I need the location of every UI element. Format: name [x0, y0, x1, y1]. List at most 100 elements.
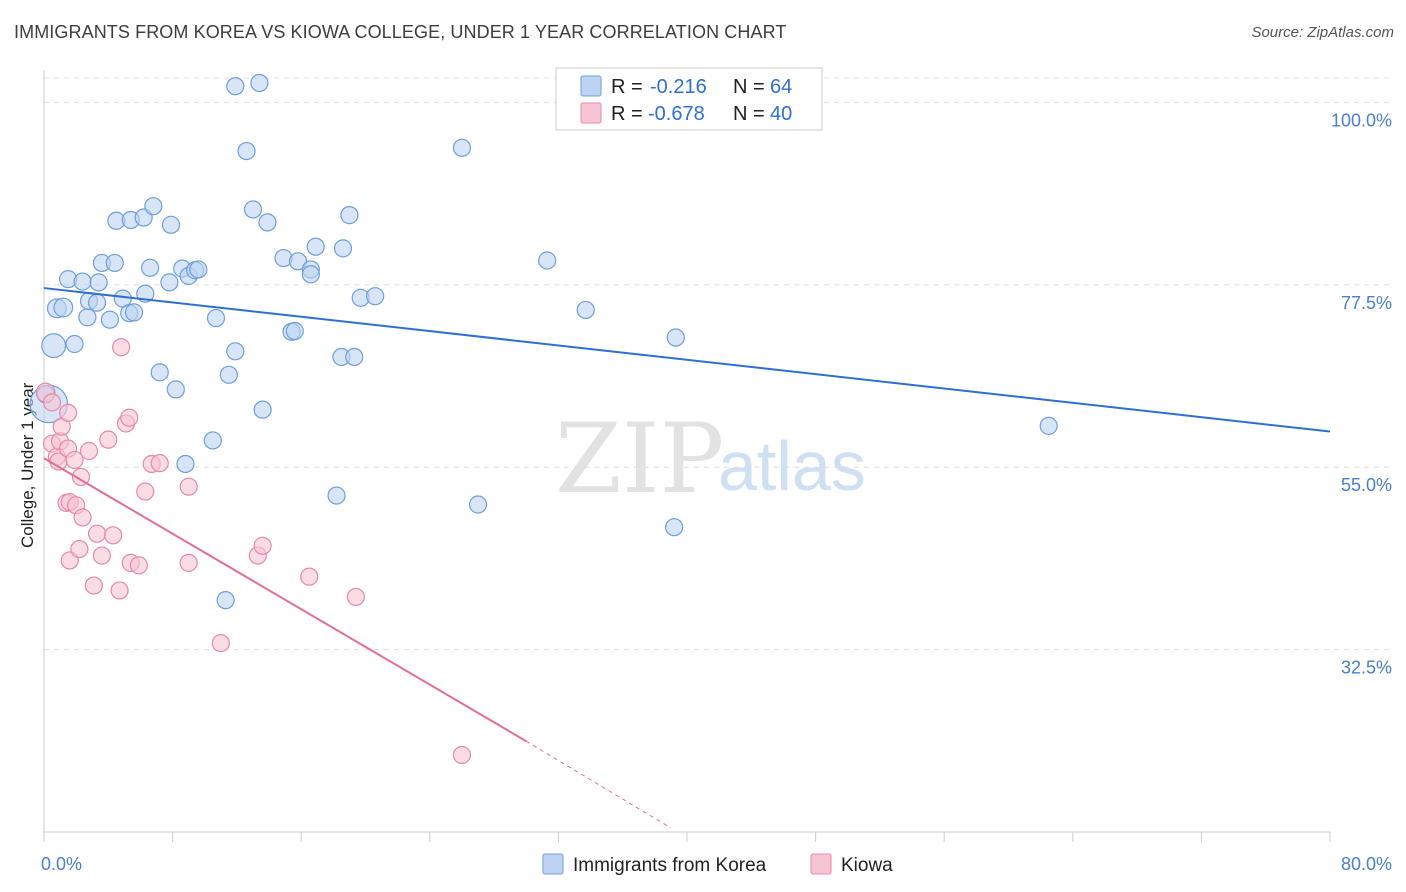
legend-n-label-kiowa: N =: [733, 103, 765, 125]
korea-point-24: [150, 363, 169, 382]
x-tick-label-end: 80.0%: [1341, 854, 1392, 874]
kiowa-point-19: [87, 524, 107, 543]
korea-point-43: [258, 213, 277, 232]
trend-line-kiowa-extension: [525, 740, 672, 829]
korea-point-58: [452, 138, 472, 157]
legend-n-label-korea: N =: [733, 76, 765, 98]
y-tick-label-1: 55.0%: [1341, 475, 1392, 495]
korea-point-19: [124, 303, 144, 322]
y-tick-label-0: 32.5%: [1341, 658, 1392, 678]
axes: [43, 70, 1331, 842]
korea-point-64: [1039, 416, 1058, 435]
stats-legend: R = -0.216 N = 64 R = -0.678 N = 40: [555, 67, 823, 131]
kiowa-point-12: [65, 450, 84, 470]
y-tick-labels: 32.5% 55.0% 77.5% 100.0%: [1331, 110, 1392, 677]
korea-point-50: [306, 237, 325, 256]
korea-point-15: [100, 310, 120, 329]
korea-point-42: [253, 400, 272, 419]
legend-n-value-kiowa: 40: [770, 103, 792, 125]
kiowa-point-16: [73, 508, 92, 527]
kiowa-point-33: [211, 634, 230, 653]
series-legend-swatch-kiowa: [810, 853, 832, 875]
korea-point-40: [243, 200, 263, 219]
legend-swatch-kiowa: [580, 102, 602, 124]
legend-r-value-korea: -0.216: [650, 76, 707, 98]
kiowa-point-23: [112, 338, 131, 357]
korea-point-54: [340, 206, 359, 225]
kiowa-point-39: [99, 430, 118, 449]
korea-point-39: [237, 141, 256, 161]
korea-point-47: [288, 252, 308, 271]
korea-point-35: [219, 365, 238, 384]
y-tick-label-2: 77.5%: [1341, 293, 1392, 313]
kiowa-point-32: [179, 553, 198, 572]
kiowa-point-1: [42, 393, 62, 412]
trend-line-kiowa: [43, 457, 527, 743]
legend-r-label-korea: R =: [611, 76, 643, 98]
kiowa-point-37: [346, 587, 365, 607]
korea-point-31: [189, 260, 208, 279]
korea-point-8: [78, 308, 97, 327]
kiowa-point-21: [104, 526, 123, 545]
kiowa-point-30: [150, 454, 169, 473]
korea-point-32: [176, 454, 195, 474]
watermark-zip: ZIP: [555, 403, 724, 515]
series-legend-label-korea: Immigrants from Korea: [573, 855, 767, 876]
series-legend-swatch-korea: [542, 853, 564, 875]
legend-swatch-korea: [580, 75, 602, 97]
kiowa-point-28: [136, 482, 155, 501]
chart-title: IMMIGRANTS FROM KOREA VS KIOWA COLLEGE, …: [14, 22, 787, 42]
korea-point-51: [327, 486, 346, 505]
korea-point-63: [665, 518, 684, 537]
series-legend-label-kiowa: Kiowa: [841, 855, 893, 876]
korea-point-53: [333, 239, 353, 258]
x-tick-label-start: 0.0%: [41, 854, 82, 874]
korea-point-59: [468, 495, 488, 514]
korea-point-27: [166, 380, 185, 399]
korea-point-60: [538, 251, 557, 270]
korea-point-26: [161, 215, 181, 234]
kiowa-point-35: [253, 536, 272, 555]
korea-point-6: [65, 334, 84, 354]
watermark-atlas: atlas: [718, 427, 866, 505]
korea-point-13: [105, 253, 124, 273]
kiowa-point-22: [110, 581, 129, 600]
series-korea-points: [29, 73, 1058, 610]
kiowa-point-15: [71, 467, 91, 487]
korea-point-49: [301, 265, 320, 284]
korea-point-37: [216, 591, 235, 610]
korea-point-36: [226, 342, 245, 361]
korea-point-61: [576, 300, 595, 320]
kiowa-point-38: [452, 745, 472, 765]
korea-point-62: [666, 328, 685, 347]
korea-point-46: [285, 321, 304, 341]
korea-point-7: [73, 272, 92, 291]
series-legend: Immigrants from Korea Kiowa: [542, 853, 893, 876]
legend-n-value-korea: 64: [770, 76, 792, 98]
kiowa-point-17: [79, 441, 99, 461]
series-kiowa-points: [35, 338, 472, 765]
korea-point-33: [203, 431, 222, 450]
kiowa-point-9: [59, 403, 78, 422]
kiowa-point-36: [300, 567, 319, 586]
korea-point-4: [53, 297, 74, 318]
legend-r-label-kiowa: R =: [611, 103, 643, 125]
korea-point-25: [160, 273, 179, 292]
korea-point-34: [206, 308, 226, 328]
y-axis-label: College, Under 1 year: [18, 382, 37, 548]
korea-point-10: [87, 293, 107, 312]
korea-point-41: [250, 73, 269, 93]
korea-point-11: [89, 273, 108, 292]
kiowa-point-31: [179, 477, 198, 496]
trend-line-korea: [43, 287, 1331, 433]
korea-point-38: [226, 77, 245, 96]
kiowa-point-27: [129, 556, 148, 575]
korea-point-2: [41, 333, 67, 359]
chart-source: Source: ZipAtlas.com: [1251, 24, 1394, 41]
x-tick-labels: 0.0% 80.0%: [41, 854, 1392, 874]
korea-point-57: [366, 287, 385, 306]
legend-r-value-kiowa: -0.678: [648, 103, 705, 125]
kiowa-point-20: [92, 546, 111, 565]
korea-point-55: [345, 347, 364, 367]
korea-point-22: [140, 258, 160, 277]
